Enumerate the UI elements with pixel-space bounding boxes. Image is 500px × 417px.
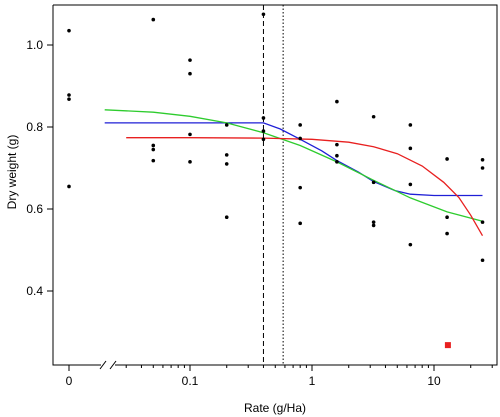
data-point xyxy=(67,93,71,97)
data-point xyxy=(371,180,376,185)
y-tick-label: 0.6 xyxy=(26,202,43,216)
y-tick-label: 0.8 xyxy=(26,120,43,134)
data-point xyxy=(188,71,192,76)
plot-frame xyxy=(52,4,498,366)
markers xyxy=(444,342,451,349)
data-point xyxy=(188,132,192,137)
fitted-curve-3 xyxy=(126,137,484,237)
x-tick-label: 0.1 xyxy=(182,374,199,388)
data-point xyxy=(67,184,71,189)
axis-break-mark xyxy=(99,360,107,370)
data-point xyxy=(151,158,156,163)
x-tick-label: 1 xyxy=(309,374,316,388)
data-point xyxy=(480,220,485,224)
data-point xyxy=(445,157,449,161)
data-point xyxy=(151,17,156,22)
data-point xyxy=(335,142,339,147)
data-point xyxy=(151,143,156,148)
data-point xyxy=(298,123,302,127)
data-point xyxy=(408,242,413,247)
reference-lines xyxy=(262,5,284,365)
data-points xyxy=(67,12,485,263)
data-point xyxy=(188,58,192,62)
data-point xyxy=(298,185,302,190)
y-tick-label: 1.0 xyxy=(26,38,43,52)
square-marker xyxy=(444,342,451,349)
data-point xyxy=(371,223,376,228)
y-tick-label: 0.4 xyxy=(26,284,43,298)
data-point xyxy=(224,215,229,219)
data-point xyxy=(445,215,449,219)
data-point xyxy=(224,153,229,157)
data-point xyxy=(298,221,302,226)
data-point xyxy=(408,123,413,127)
data-point xyxy=(261,116,266,120)
x-tick-label: 10 xyxy=(427,374,441,388)
x-tick-label: 0 xyxy=(66,374,73,388)
data-point xyxy=(335,160,339,164)
data-point xyxy=(67,97,71,101)
data-point xyxy=(67,28,71,33)
data-point xyxy=(261,12,266,17)
y-axis: 0.4 0.6 0.8 1.0 xyxy=(26,38,53,298)
x-axis-label: Rate (g/Ha) xyxy=(244,401,306,415)
data-point xyxy=(408,182,413,187)
data-point xyxy=(261,137,266,142)
data-point xyxy=(298,136,302,141)
data-point xyxy=(445,231,449,236)
fitted-curve-1 xyxy=(104,122,483,197)
data-point xyxy=(480,166,485,170)
data-point xyxy=(371,114,376,119)
data-point xyxy=(335,99,339,104)
data-point xyxy=(151,147,156,152)
data-point xyxy=(224,162,229,166)
axis-break-mark xyxy=(109,360,117,370)
data-point xyxy=(335,153,339,158)
x-axis: 0 0.1 1 10 xyxy=(66,360,493,388)
data-point xyxy=(188,160,192,164)
data-point xyxy=(480,158,485,162)
fitted-curves xyxy=(104,109,484,237)
data-point xyxy=(371,220,376,224)
data-point xyxy=(224,123,229,127)
data-point xyxy=(408,146,413,151)
fitted-curve-2 xyxy=(104,109,483,222)
data-point xyxy=(480,258,485,263)
plot-frame-border xyxy=(52,4,498,366)
data-point xyxy=(261,129,266,133)
y-axis-label: Dry weight (g) xyxy=(5,135,19,210)
